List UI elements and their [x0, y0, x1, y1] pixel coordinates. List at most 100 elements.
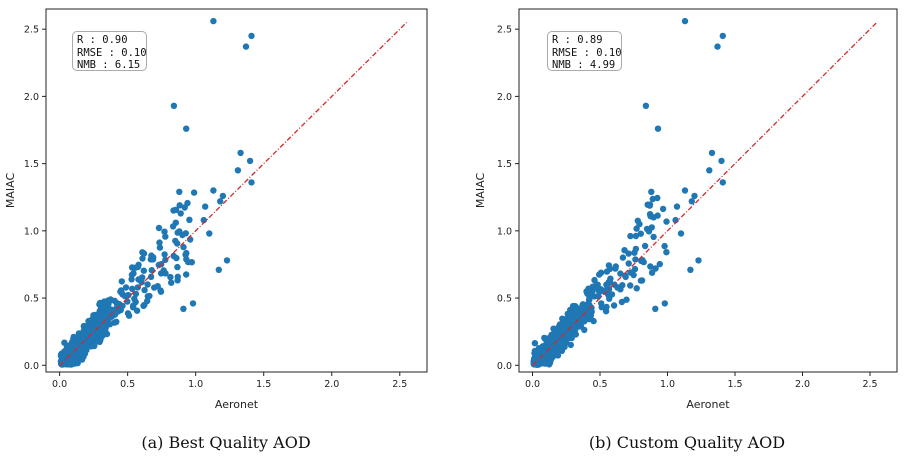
- data-point: [579, 315, 586, 323]
- panel-custom-quality: 0.0 0.5 1.0 1.5 2.0 2.5 0.0 0.5 1.0 1.5 2.0 2.5 Aero…: [470, 0, 904, 457]
- data-point: [118, 278, 126, 285]
- data-point: [183, 125, 190, 132]
- data-point: [167, 273, 174, 281]
- data-point: [652, 265, 659, 272]
- data-point: [681, 187, 689, 194]
- data-point: [585, 308, 593, 316]
- data-point: [636, 220, 643, 228]
- data-point: [100, 322, 107, 329]
- data-point: [70, 340, 78, 347]
- data-point: [135, 261, 142, 268]
- data-point: [170, 252, 177, 260]
- stats-box: R : 0.90 RMSE : 0.10 NMB : 6.15: [72, 31, 147, 71]
- data-point: [642, 102, 650, 110]
- x-axis-label: Aeronet: [686, 398, 730, 411]
- data-point: [587, 289, 594, 296]
- data-point: [161, 251, 168, 258]
- data-point: [608, 291, 616, 298]
- caption: (a) Best Quality AOD: [141, 433, 311, 452]
- data-point: [561, 328, 569, 335]
- stat-nmb: NMB : 4.99: [552, 59, 616, 71]
- data-points: [530, 17, 726, 368]
- data-point: [688, 198, 695, 205]
- data-point: [177, 210, 184, 217]
- data-point: [65, 349, 73, 356]
- data-point: [181, 204, 188, 211]
- data-point: [714, 43, 721, 50]
- data-point: [648, 269, 656, 276]
- x-tick-label: 2.5: [862, 379, 877, 390]
- data-point: [124, 298, 131, 305]
- data-point: [647, 263, 654, 270]
- x-tick-label: 0.0: [525, 379, 540, 390]
- data-point: [156, 244, 164, 251]
- data-point: [139, 255, 146, 262]
- data-point: [170, 102, 178, 110]
- data-point: [130, 270, 137, 277]
- data-point: [206, 230, 213, 237]
- data-point: [190, 189, 198, 196]
- data-point: [172, 237, 179, 245]
- data-point: [156, 239, 163, 246]
- x-tick-label: 1.5: [256, 379, 271, 390]
- data-point: [617, 270, 624, 277]
- y-tick-label: 0.0: [24, 361, 39, 372]
- data-point: [567, 341, 574, 349]
- x-tick-label: 0.5: [592, 379, 607, 390]
- x-tick-label: 2.5: [392, 379, 407, 390]
- x-tick-label: 1.5: [727, 379, 742, 390]
- data-point: [562, 320, 570, 327]
- data-point: [648, 188, 655, 195]
- data-point: [681, 17, 689, 25]
- data-point: [631, 265, 639, 273]
- reference-line: [59, 21, 408, 366]
- data-point: [149, 256, 157, 263]
- scatter-plot-custom-quality: 0.0 0.5 1.0 1.5 2.0 2.5 0.0 0.5 1.0 1.5 2.0 2.5 Aero…: [474, 8, 898, 411]
- data-point: [140, 267, 147, 274]
- data-point: [172, 206, 180, 213]
- data-point: [645, 228, 653, 235]
- data-point: [113, 318, 120, 325]
- data-point: [549, 345, 556, 352]
- data-point: [144, 281, 151, 288]
- data-point: [141, 301, 148, 309]
- x-tick-label: 1.0: [188, 379, 203, 390]
- data-point: [113, 300, 121, 307]
- data-point: [638, 277, 646, 284]
- y-tick-label: 2.5: [24, 25, 39, 36]
- data-point: [607, 275, 614, 282]
- data-point: [180, 305, 187, 312]
- data-point: [188, 259, 195, 266]
- data-point: [107, 306, 115, 313]
- data-point: [242, 43, 250, 50]
- y-tick-label: 1.0: [24, 226, 39, 237]
- data-point: [639, 257, 646, 264]
- data-point: [183, 249, 190, 257]
- data-point: [121, 292, 128, 300]
- data-point: [146, 292, 153, 300]
- stat-nmb: NMB : 6.15: [77, 59, 141, 71]
- data-point: [155, 224, 163, 232]
- data-point: [223, 257, 231, 264]
- data-point: [99, 309, 106, 316]
- data-point: [627, 232, 634, 240]
- data-point: [661, 300, 668, 307]
- data-point: [162, 256, 169, 264]
- data-point: [596, 271, 603, 278]
- data-point: [176, 202, 183, 209]
- data-point: [210, 187, 217, 194]
- data-point: [568, 308, 575, 315]
- data-point: [631, 249, 638, 256]
- data-point: [625, 260, 632, 267]
- y-tick-label: 1.0: [497, 226, 512, 237]
- data-point: [246, 157, 254, 165]
- data-point: [584, 301, 591, 308]
- data-point: [598, 300, 605, 307]
- data-point: [99, 329, 107, 336]
- data-point: [174, 277, 181, 284]
- data-point: [706, 167, 713, 174]
- data-point: [558, 340, 565, 347]
- data-point: [673, 203, 681, 210]
- data-point: [594, 281, 601, 288]
- data-point: [111, 311, 119, 318]
